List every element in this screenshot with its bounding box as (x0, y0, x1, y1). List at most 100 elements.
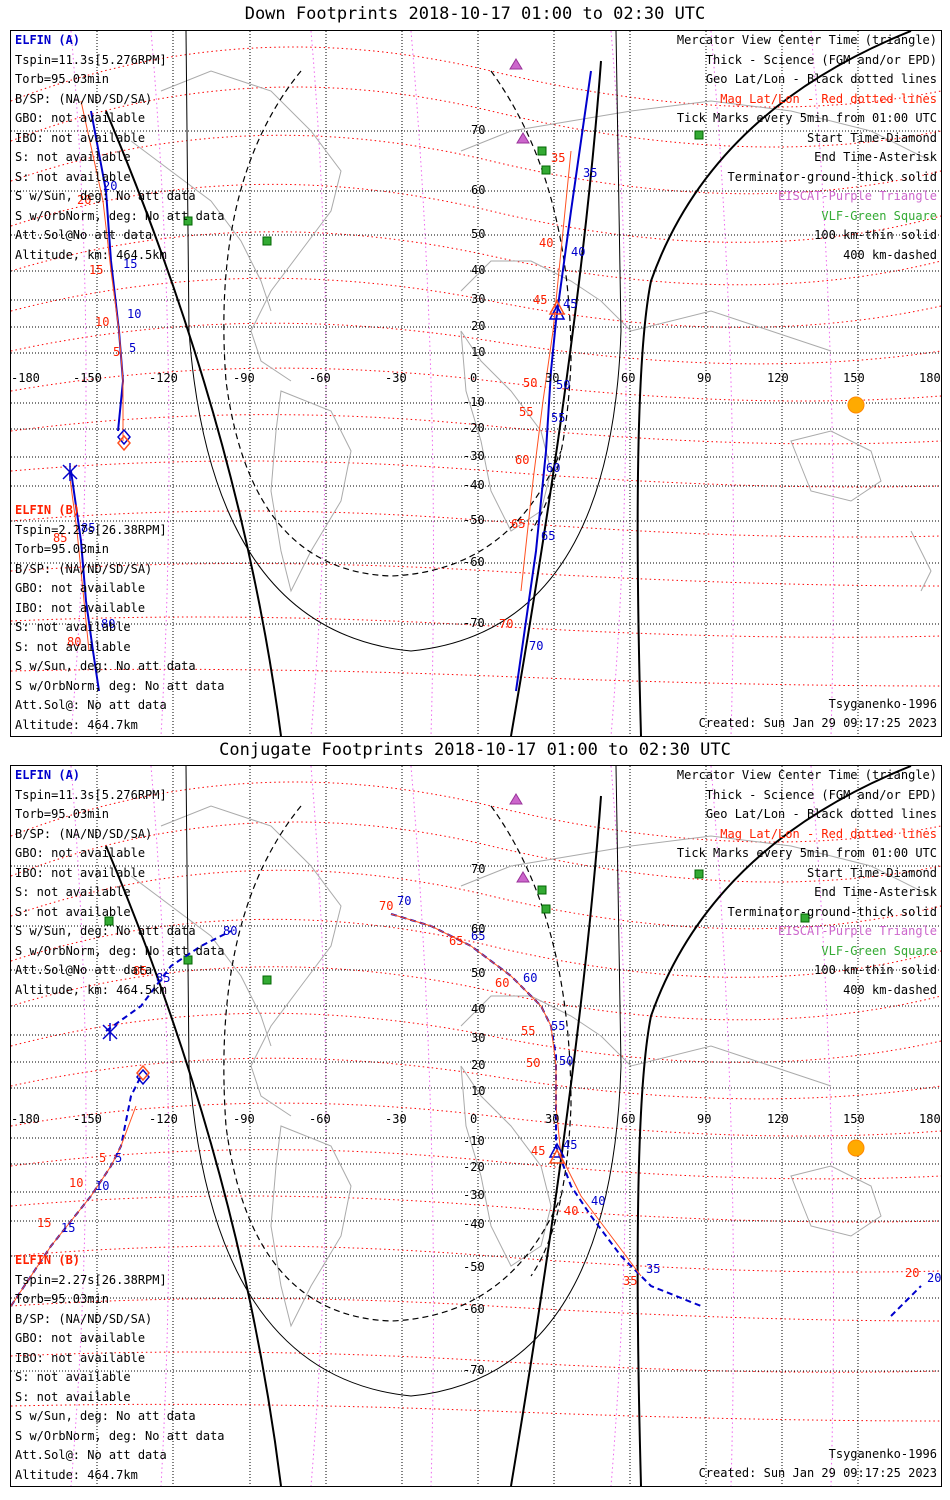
lat-label: 10 (471, 1084, 486, 1098)
legend-item: 400 km-dashed (843, 247, 937, 262)
lon-label: 180 (919, 1112, 941, 1126)
legend-item: Mag Lat/Lon - Red dotted lines (720, 91, 937, 106)
tick-a-35: 35 (583, 166, 598, 180)
legend-item: VLF-Green Square (821, 208, 937, 223)
lat-label: -20 (463, 421, 485, 435)
tick-b-40: 40 (539, 236, 554, 250)
tick-b-50: 50 (526, 1056, 541, 1070)
legend-item: Start Time-Diamond (806, 865, 937, 880)
lat-label: 40 (471, 263, 486, 277)
elfin-a-line: Att.Sol@No att data (15, 228, 153, 242)
lat-label: -10 (463, 395, 485, 409)
tick-b-65: 65 (449, 934, 464, 948)
lat-label: 40 (471, 1002, 486, 1016)
lon-label: -30 (385, 1112, 407, 1126)
lat-label: 20 (471, 319, 486, 333)
map-svg-conjugate (11, 766, 941, 1486)
tick-a-15: 15 (123, 257, 138, 271)
vlf-markers (104, 869, 810, 985)
panel-title-conjugate: Conjugate Footprints 2018-10-17 01:00 to… (219, 740, 731, 760)
lat-label: -40 (463, 1217, 485, 1231)
tick-a-55: 55 (551, 1019, 566, 1033)
lon-label: 90 (697, 371, 712, 385)
tick-b-55: 55 (521, 1024, 536, 1038)
lon-label: -90 (233, 1112, 255, 1126)
trace-elfin-b (11, 913, 642, 1307)
lat-label: -10 (463, 1134, 485, 1148)
oval-400km (223, 70, 572, 577)
tick-b-45: 45 (533, 293, 548, 307)
lon-label: 90 (697, 1112, 712, 1126)
legend-item: Geo Lat/Lon - Black dotted lines (705, 72, 937, 86)
elfin-b-name: ELFIN (B) (15, 503, 81, 517)
model-name: Tsyganenko-1996 (828, 1447, 937, 1461)
coastlines (130, 805, 932, 1328)
tick-a-70: 70 (397, 894, 412, 908)
legend-item: 100 km-thin solid (814, 963, 937, 977)
tick-a-50: 50 (559, 1054, 574, 1068)
elfin-b-line: GBO: not available (15, 581, 146, 595)
lon-label: -30 (385, 371, 407, 385)
elfin-b-line: S: not available (15, 1370, 131, 1384)
oval-100km (185, 31, 622, 652)
lon-label: -120 (149, 1112, 178, 1126)
terminator (105, 766, 912, 1486)
tick-b-20: 20 (905, 1266, 920, 1280)
legend-item: 100 km-thin solid (814, 228, 937, 242)
lon-label: -150 (73, 1112, 102, 1126)
geo-grid (11, 31, 941, 736)
tick-a-70: 70 (529, 639, 544, 653)
elfin-b-line: Altitude: 464.7km (15, 1467, 138, 1482)
lat-label: 30 (471, 292, 486, 306)
elfin-a-line: Tspin=11.3s[5.276RPM] (15, 787, 167, 802)
lon-label: -180 (11, 371, 40, 385)
lon-label: 120 (767, 1112, 789, 1126)
tick-a-20: 20 (103, 179, 118, 193)
elfin-a-line: S w/Sun, deg: No att data (15, 924, 196, 938)
tick-a-20: 20 (927, 1271, 942, 1285)
elfin-b-line: GBO: not available (15, 1331, 146, 1345)
elfin-b-line: S: not available (15, 639, 131, 654)
tick-a-40: 40 (571, 245, 586, 259)
legend-item: Mercator View Center Time (triangle) (676, 768, 937, 782)
trace-elfin-a (70, 70, 592, 692)
tick-a-45: 45 (563, 297, 578, 311)
tick-a-15: 15 (61, 1221, 76, 1235)
elfin-b-line: IBO: not available (15, 600, 146, 615)
elfin-b-line: Torb=95.03min (15, 1292, 109, 1306)
map-panel-down: 15 20 10 5 35 40 45 50 55 60 65 70 20 15… (10, 30, 942, 737)
elfin-b-line: S w/Sun, deg: No att data (15, 659, 196, 673)
elfin-b-info: ELFIN (B) Tspin=2.27s[26.38RPM] Torb=95.… (15, 501, 225, 735)
elfin-b-line: S w/OrbNorm, deg: No att data (15, 1428, 225, 1443)
elfin-b-name: ELFIN (B) (15, 1253, 81, 1267)
lat-label: -30 (463, 449, 485, 463)
map-svg-down (11, 31, 941, 736)
legend-item: 400 km-dashed (843, 982, 937, 997)
sun-marker (847, 1139, 865, 1157)
created-timestamp: Created: Sun Jan 29 09:17:25 2023 (698, 1466, 937, 1480)
lon-label: -60 (309, 1112, 331, 1126)
legend-item: Tick Marks every 5min from 01:00 UTC (676, 111, 937, 125)
elfin-a-line: S: not available (15, 885, 131, 899)
elfin-b-line: S: not available (15, 1389, 131, 1404)
lat-label: -60 (463, 555, 485, 569)
lon-label: 30 (545, 1112, 560, 1126)
tick-b-40: 40 (564, 1204, 579, 1218)
center-triangles (548, 299, 566, 320)
lon-label: -150 (73, 371, 102, 385)
tick-b-60: 60 (495, 976, 510, 990)
lon-label: 150 (843, 371, 865, 385)
tick-b-55: 55 (519, 405, 534, 419)
eiscat-markers (509, 58, 530, 144)
legend-item: End Time-Asterisk (814, 885, 937, 899)
elfin-a-line: S w/Sun, deg: No att data (15, 189, 196, 203)
legend-item: Thick - Science (FGM and/or EPD) (705, 52, 937, 67)
oval-400km (223, 805, 572, 1322)
elfin-a-line: Torb=95.03min (15, 807, 109, 821)
tick-b-10: 10 (69, 1176, 84, 1190)
lat-label: 10 (471, 345, 486, 359)
terminator (105, 31, 912, 736)
legend-item: Mag Lat/Lon - Red dotted lines (720, 826, 937, 841)
tick-b-20: 20 (77, 193, 92, 207)
elfin-b-line: Torb=95.03min (15, 542, 109, 556)
